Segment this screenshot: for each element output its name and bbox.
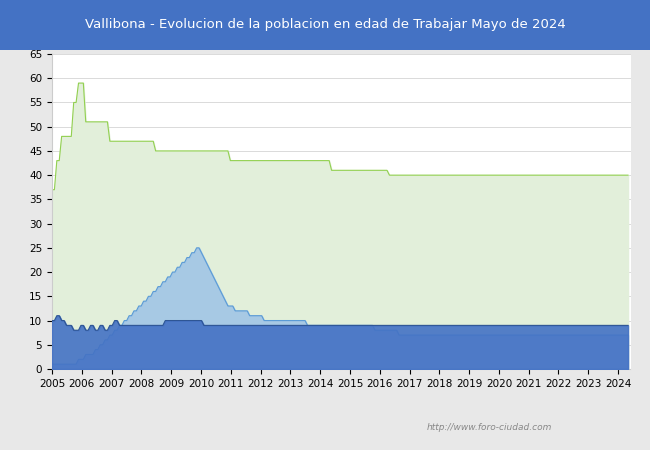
Text: http://www.foro-ciudad.com: http://www.foro-ciudad.com — [427, 423, 552, 432]
Text: Vallibona - Evolucion de la poblacion en edad de Trabajar Mayo de 2024: Vallibona - Evolucion de la poblacion en… — [84, 18, 566, 31]
